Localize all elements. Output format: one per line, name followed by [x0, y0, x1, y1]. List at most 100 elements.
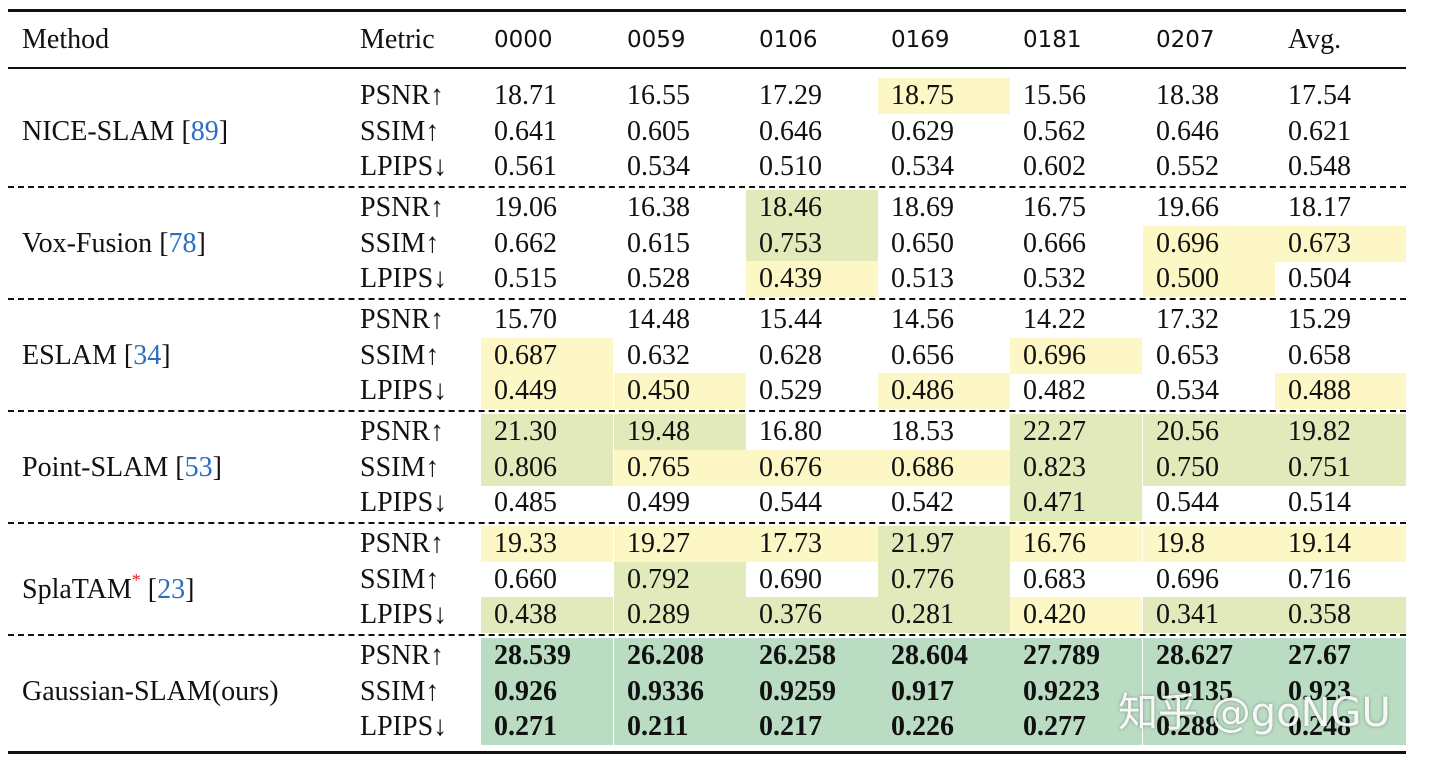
cell-highlight	[1010, 526, 1142, 562]
cell-highlight	[481, 673, 613, 710]
value-cell: 0.696	[1156, 563, 1219, 595]
ref-number: 89	[190, 115, 219, 147]
value-cell: 0.632	[627, 339, 690, 371]
group-separator	[8, 410, 1406, 412]
value-cell: 0.696	[1156, 227, 1219, 259]
value-cell: 0.676	[759, 451, 822, 483]
value-cell: 17.54	[1288, 80, 1351, 111]
value-cell: 26.258	[759, 640, 836, 671]
value-cell: 0.650	[891, 227, 954, 259]
ref-close: ]	[196, 227, 206, 259]
value-cell: 0.281	[891, 599, 954, 630]
value-cell: 19.14	[1288, 528, 1351, 559]
cell-highlight	[481, 337, 613, 374]
value-cell: 22.27	[1023, 416, 1086, 447]
cell-highlight	[878, 638, 1010, 674]
value-cell: 0.439	[759, 263, 822, 294]
value-cell: 0.9259	[759, 675, 836, 707]
cell-highlight	[614, 373, 746, 409]
value-cell: 0.696	[1023, 339, 1086, 371]
value-cell: 0.562	[1023, 115, 1086, 147]
cell-highlight	[1143, 673, 1275, 710]
value-cell: 0.358	[1288, 599, 1351, 630]
cell-highlight	[1010, 414, 1142, 450]
header-cell: 0181	[1023, 27, 1082, 53]
ref-open: [	[147, 573, 158, 605]
value-cell: 0.9336	[627, 675, 704, 707]
value-cell: 19.82	[1288, 416, 1351, 447]
value-cell: 0.514	[1288, 487, 1351, 518]
ref-number: 34	[133, 339, 162, 371]
cell-highlight	[746, 709, 878, 745]
value-cell: 19.8	[1156, 528, 1205, 559]
method-label: Point-SLAM [53]	[22, 450, 222, 486]
value-cell: 0.500	[1156, 263, 1219, 294]
cell-highlight	[1275, 414, 1406, 450]
method-label: NICE-SLAM [89]	[22, 114, 228, 150]
value-cell: 0.248	[1288, 711, 1351, 742]
value-cell: 0.548	[1288, 151, 1351, 182]
value-cell: 26.208	[627, 640, 704, 671]
value-cell: 16.75	[1023, 192, 1086, 223]
cell-highlight	[614, 673, 746, 710]
cell-highlight	[1275, 709, 1406, 745]
header-rule	[8, 67, 1406, 69]
value-cell: 0.658	[1288, 339, 1351, 371]
method-label: ESLAM [34]	[22, 338, 171, 374]
cell-highlight	[746, 597, 878, 633]
cell-highlight	[1143, 414, 1275, 450]
metric-label: LPIPS↓	[360, 151, 448, 182]
value-cell: 0.751	[1288, 451, 1351, 483]
value-cell: 27.789	[1023, 640, 1100, 671]
metric-label: SSIM↑	[360, 563, 440, 595]
value-cell: 0.450	[627, 375, 690, 406]
metric-label: PSNR↑	[360, 304, 445, 335]
value-cell: 0.776	[891, 563, 954, 595]
value-cell: 0.641	[494, 115, 557, 147]
value-cell: 0.532	[1023, 263, 1086, 294]
header-cell: Avg.	[1288, 24, 1342, 55]
ref-close: ]	[161, 339, 171, 371]
cell-highlight	[614, 449, 746, 486]
group-separator	[8, 186, 1406, 188]
cell-highlight	[746, 526, 878, 562]
value-cell: 0.271	[494, 711, 557, 742]
value-cell: 27.67	[1288, 640, 1351, 671]
metric-label: SSIM↑	[360, 451, 440, 483]
value-cell: 0.485	[494, 487, 557, 518]
header-cell: 0169	[891, 27, 950, 53]
cell-highlight	[1010, 337, 1142, 374]
watermark: 知乎 @goNGU	[1118, 690, 1391, 736]
value-cell: 17.29	[759, 80, 822, 111]
value-cell: 0.449	[494, 375, 557, 406]
cell-highlight	[878, 78, 1010, 114]
method-name: ESLAM	[22, 339, 117, 371]
cell-highlight	[1275, 597, 1406, 633]
value-cell: 0.513	[891, 263, 954, 294]
value-cell: 20.56	[1156, 416, 1219, 447]
group-separator	[8, 522, 1406, 524]
value-cell: 18.17	[1288, 192, 1351, 223]
value-cell: 0.529	[759, 375, 822, 406]
value-cell: 19.06	[494, 192, 557, 223]
value-cell: 15.56	[1023, 80, 1086, 111]
value-cell: 0.917	[891, 675, 954, 707]
value-cell: 0.615	[627, 227, 690, 259]
header-cell: Method	[22, 24, 110, 55]
value-cell: 0.686	[891, 451, 954, 483]
method-name: NICE-SLAM	[22, 115, 175, 147]
value-cell: 18.46	[759, 192, 822, 223]
cell-highlight	[746, 225, 878, 262]
value-cell: 0.471	[1023, 487, 1086, 518]
value-cell: 0.528	[627, 263, 690, 294]
ref-close: ]	[218, 115, 229, 147]
cell-highlight	[614, 709, 746, 745]
value-cell: 18.53	[891, 416, 954, 447]
value-cell: 0.438	[494, 599, 557, 630]
method-name: SplaTAM	[22, 573, 132, 605]
value-cell: 0.486	[891, 375, 954, 406]
cell-highlight	[481, 526, 613, 562]
value-cell: 0.628	[759, 339, 822, 371]
method-mark: *	[131, 569, 141, 590]
value-cell: 0.646	[759, 115, 822, 147]
